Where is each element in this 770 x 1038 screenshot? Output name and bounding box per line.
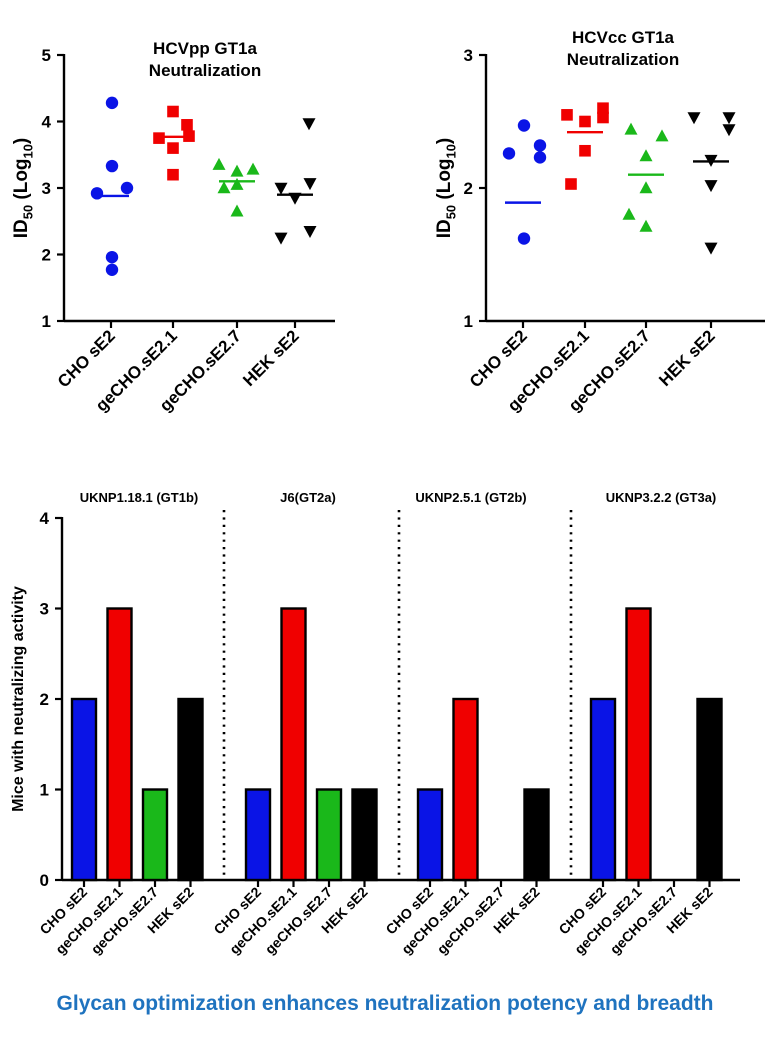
bar-j6-gt2a-gecho-se2-1 [280,607,307,882]
scatter2-x-label-cho-se2: CHO sE2 [466,326,531,391]
scatter2-point-gecho-se2-7-5 [622,207,636,220]
scatter2-ylabel: ID50 (Log10) [434,138,458,238]
scatter2-point-gecho-se2-7-3 [639,149,653,162]
scatter1-x-label-cho-se2: CHO sE2 [54,326,119,391]
bar-uknp1-18-1-gt1b-hek-se2 [177,697,204,882]
scatter1-title-line2: Neutralization [149,61,261,80]
scatter2-point-gecho-se2-1-2 [561,109,573,121]
scatter1-point-hek-se2-1 [302,118,316,131]
scatter2-point-gecho-se2-1-6 [565,178,577,190]
bar-group-title-uknp2-5-1-gt2b: UKNP2.5.1 (GT2b) [415,490,526,505]
scatter2-point-gecho-se2-1-3 [597,111,609,124]
bar-uknp1-18-1-gt1b-gecho-se2-1 [106,607,133,882]
scatter2-y-tick-label-1: 1 [464,312,473,331]
bar-uknp3-2-2-gt3a-cho-se2 [589,697,617,882]
scatter2-point-cho-se2-4 [533,151,547,164]
scatter2-point-gecho-se2-7-2 [655,129,669,142]
scatter1-point-gecho-se2-7-5 [217,181,231,194]
scatter2-title-line2: Neutralization [567,50,679,69]
bar-group-title-uknp1-18-1-gt1b: UKNP1.18.1 (GT1b) [80,490,198,505]
scatter1-title-line1: HCVpp GT1a [153,39,257,58]
scatter2-point-gecho-se2-7-4 [639,181,653,194]
bar-uknp1-18-1-gt1b-gecho-se2-7 [141,788,169,882]
scatter2-point-cho-se2-3 [502,147,516,160]
scatter2-point-gecho-se2-1-5 [579,144,591,157]
scatter1-x-label-hek-se2: HEK sE2 [239,326,303,390]
scatter2-point-hek-se2-2 [722,112,736,125]
bar-y-tick-label-0: 0 [40,871,49,890]
scatter1-point-cho-se2-5 [105,250,119,264]
scatter1-ylabel: ID50 (Log10) [11,138,35,238]
scatter1-point-gecho-se2-7-2 [246,162,260,175]
scatter1-point-cho-se2-6 [105,263,119,276]
scatter1-point-gecho-se2-1-1 [167,105,179,118]
scatter2-point-hek-se2-5 [704,180,718,193]
scatter1-point-hek-se2-2 [303,178,317,191]
scatter2-point-hek-se2-3 [722,124,736,137]
scatter2-point-hek-se2-6 [704,242,718,255]
scatter1-point-cho-se2-1 [105,96,119,110]
scatter1-y-tick-label-1: 1 [42,312,51,331]
scatter1-point-gecho-se2-7-4 [230,177,244,190]
scatter1-point-gecho-se2-7-1 [212,157,226,170]
scatter1-y-tick-label-5: 5 [42,46,51,65]
scatter1-point-hek-se2-5 [303,226,317,239]
bar-group-title-j6-gt2a: J6(GT2a) [280,490,336,505]
scatter1-point-gecho-se2-1-4 [153,132,165,144]
scatter1-y-tick-label-3: 3 [42,179,51,198]
bar-j6-gt2a-hek-se2 [351,788,378,882]
scatter1-point-hek-se2-3 [274,182,288,195]
scatter2-point-cho-se2-5 [517,232,531,245]
scatter1-point-gecho-se2-1-5 [167,142,179,154]
bar-y-tick-label-3: 3 [40,600,49,619]
bar-y-tick-label-4: 4 [40,509,50,528]
scatter1-point-hek-se2-6 [274,232,288,245]
bar-y-tick-label-2: 2 [40,690,49,709]
bar-uknp3-2-2-gt3a-gecho-se2-1 [625,607,652,882]
scatter1-point-gecho-se2-7-6 [230,204,244,217]
scatter1-point-gecho-se2-7-3 [230,164,244,177]
bar-ylabel: Mice with neutralizing activity [10,586,27,812]
bar-uknp2-5-1-gt2b-hek-se2 [523,788,550,882]
scatter2-point-hek-se2-1 [687,112,701,125]
bar-uknp1-18-1-gt1b-cho-se2 [70,697,98,882]
scatter1-y-tick-label-4: 4 [42,113,52,132]
figure-caption: Glycan optimization enhances neutralizat… [56,992,714,1015]
scatter1-point-cho-se2-4 [90,187,104,200]
bar-j6-gt2a-gecho-se2-7 [315,788,343,882]
scatter2-title-line1: HCVcc GT1a [572,28,675,47]
figure: 1 2 3 4 5 HCVpp GT1a Neutralization ID50 (Log10… [10,28,765,957]
scatter2-y-tick-label-3: 3 [464,46,473,65]
scatter1-y-tick-label-2: 2 [42,246,51,265]
bar-uknp2-5-1-gt2b-cho-se2 [416,788,444,882]
scatter2-point-gecho-se2-7-6 [639,219,653,232]
scatter2-x-label-hek-se2: HEK sE2 [655,326,719,390]
scatter2-point-gecho-se2-1-4 [579,115,591,128]
scatter2-point-gecho-se2-1-1 [597,102,609,114]
scatter1-point-gecho-se2-1-6 [167,168,179,181]
scatter1-point-cho-se2-2 [105,159,119,173]
bar-uknp2-5-1-gt2b-gecho-se2-1 [452,697,479,882]
scatter1-point-gecho-se2-1-2 [181,119,193,131]
bar-y-tick-label-1: 1 [40,781,49,800]
bar-group-title-uknp3-2-2-gt3a: UKNP3.2.2 (GT3a) [606,490,717,505]
bar-uknp3-2-2-gt3a-hek-se2 [696,697,723,882]
scatter2-point-cho-se2-1 [517,119,531,132]
bar-j6-gt2a-cho-se2 [244,788,272,882]
scatter1-point-cho-se2-3 [120,181,134,195]
scatter2-point-cho-se2-2 [533,139,547,152]
scatter2-point-gecho-se2-7-1 [624,122,638,135]
scatter2-y-tick-label-2: 2 [464,179,473,198]
